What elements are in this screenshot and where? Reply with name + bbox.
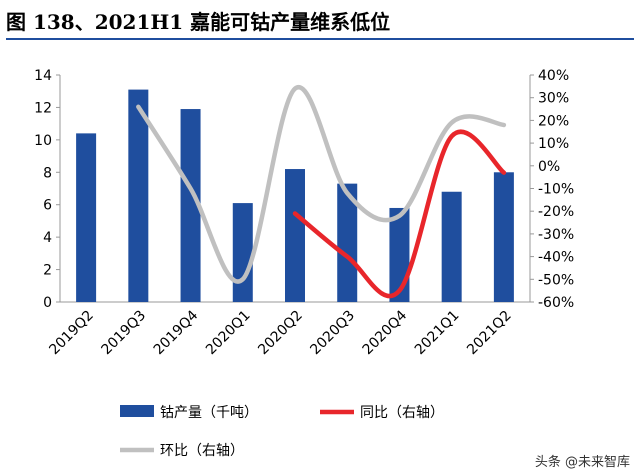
legend-label: 环比（右轴） xyxy=(160,443,244,459)
y-right-tick-label: 30% xyxy=(538,91,569,107)
x-tick-label: 2021Q1 xyxy=(412,308,463,359)
y-left-tick-label: 12 xyxy=(34,100,52,116)
chart-title: 图 138、2021H1 嘉能可钴产量维系低位 xyxy=(6,10,391,34)
bar xyxy=(232,203,253,302)
y-left-tick-label: 0 xyxy=(43,295,52,311)
y-left-tick-label: 4 xyxy=(43,230,52,246)
bar xyxy=(285,169,305,302)
legend-swatch-bar xyxy=(120,405,154,417)
bar xyxy=(441,191,462,302)
bar xyxy=(76,133,97,302)
y-right-tick-label: -10% xyxy=(538,182,574,198)
x-tick-label: 2020Q2 xyxy=(255,308,306,359)
legend-label: 同比（右轴） xyxy=(360,405,444,421)
x-tick-label: 2020Q3 xyxy=(307,308,358,359)
x-tick-label: 2019Q4 xyxy=(151,307,202,358)
y-right-tick-label: -20% xyxy=(538,204,574,220)
line-series-huanbi xyxy=(136,84,507,284)
x-tick-label: 2021Q2 xyxy=(464,308,515,359)
y-left-tick-label: 8 xyxy=(43,165,52,181)
x-tick-label: 2019Q2 xyxy=(46,308,97,359)
y-right-tick-label: -60% xyxy=(538,295,574,311)
y-right-tick-label: 10% xyxy=(538,136,569,152)
bar xyxy=(493,172,514,302)
legend-label: 钴产量（千吨） xyxy=(160,405,258,421)
y-right-tick-label: -50% xyxy=(538,272,574,288)
bar xyxy=(337,183,358,302)
watermark: 头条 @未来智库 xyxy=(534,455,630,470)
title-bar: 图 138、2021H1 嘉能可钴产量维系低位 xyxy=(6,2,634,40)
y-left-tick-label: 6 xyxy=(43,198,52,214)
bar xyxy=(128,89,149,302)
y-right-tick-label: 20% xyxy=(538,113,569,129)
y-left-tick-label: 2 xyxy=(43,263,52,279)
x-tick-label: 2020Q1 xyxy=(203,308,254,359)
y-right-tick-label: 0% xyxy=(538,159,560,175)
y-left-tick-label: 14 xyxy=(34,68,52,84)
y-left-tick-label: 10 xyxy=(34,133,52,149)
line-series-tongbi xyxy=(292,129,507,299)
bar xyxy=(180,109,201,302)
y-right-tick-label: -30% xyxy=(538,227,574,243)
x-tick-label: 2019Q3 xyxy=(99,308,150,359)
title-divider xyxy=(6,38,634,40)
y-right-tick-label: -40% xyxy=(538,250,574,266)
x-tick-label: 2020Q4 xyxy=(360,307,411,358)
y-right-tick-label: 40% xyxy=(538,68,569,84)
